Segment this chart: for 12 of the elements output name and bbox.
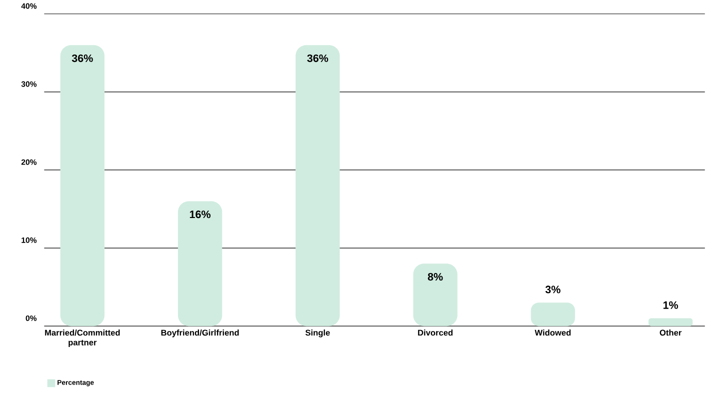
data-label: 1% [663,301,678,310]
data-label: 16% [190,210,211,218]
x-tick-label: Widowed [534,330,571,336]
x-tick-label: Divorced [418,330,453,336]
x-tick-label: Boyfriend/Girlfriend [161,330,239,338]
data-label: 36% [72,54,93,62]
x-tick-label: Married/Committed partner [45,330,120,348]
x-tick-label: Other [660,330,682,336]
data-label: 3% [545,286,560,294]
data-label: 36% [307,54,328,62]
x-tick-label: Single [305,330,330,338]
data-label: 8% [428,273,443,281]
